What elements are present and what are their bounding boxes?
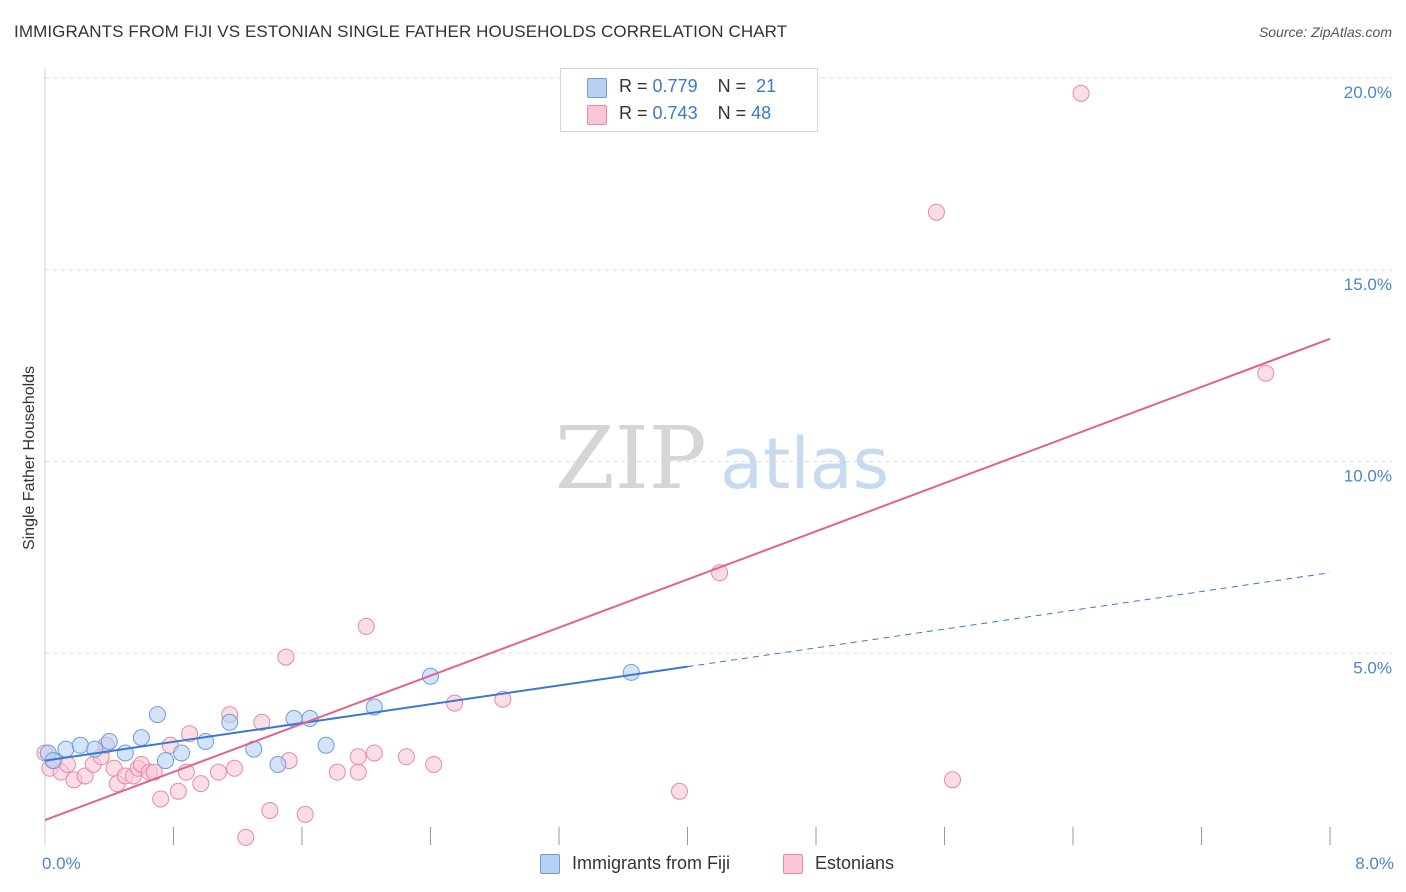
correlation-legend: R = 0.779 N = 21 R = 0.743 N = 48 xyxy=(560,68,818,132)
axes xyxy=(44,68,1331,845)
estonians-point xyxy=(349,763,367,781)
fiji-trend-extension xyxy=(687,572,1331,668)
estonians-point xyxy=(192,775,210,793)
legend-est-r-value: 0.743 xyxy=(652,103,698,123)
estonians-point xyxy=(152,790,170,808)
legend-fiji-r-value: 0.779 xyxy=(652,76,698,96)
estonians-point xyxy=(944,771,962,789)
estonians-point xyxy=(425,755,443,773)
trend-lines xyxy=(44,337,1331,822)
estonians-point xyxy=(328,763,346,781)
fiji-point xyxy=(148,706,166,724)
estonians-point xyxy=(169,782,187,800)
estonians-trend-line xyxy=(44,337,1331,822)
estonians-point xyxy=(253,713,271,731)
legend-fiji-n-value: 21 xyxy=(756,76,777,96)
estonians-legend-label: Estonians xyxy=(815,853,895,873)
fiji-point xyxy=(156,752,174,770)
fiji-legend-swatch xyxy=(540,854,560,874)
estonians-point xyxy=(670,782,688,800)
fiji-legend-label: Immigrants from Fiji xyxy=(572,853,731,873)
fiji-swatch xyxy=(587,78,607,98)
watermark-zip: ZIP xyxy=(555,409,707,509)
estonians-legend-swatch xyxy=(783,854,803,874)
estonians-point xyxy=(397,748,415,766)
data-points xyxy=(36,84,1275,846)
chart-title: IMMIGRANTS FROM FIJI VS ESTONIAN SINGLE … xyxy=(14,22,788,41)
legend-est-r-label: R = xyxy=(619,103,648,123)
x-tick-label: 8.0% xyxy=(1355,854,1394,873)
fiji-point xyxy=(173,744,191,762)
fiji-point xyxy=(132,729,150,747)
source-credit: Source: ZipAtlas.com xyxy=(1258,24,1392,40)
fiji-point xyxy=(100,732,118,750)
tick-labels: 5.0% 10.0% 15.0% 20.0% 0.0% 8.0% xyxy=(42,83,1394,873)
y-axis-label: Single Father Households xyxy=(21,366,38,550)
estonians-point xyxy=(357,617,375,635)
estonians-point xyxy=(226,759,244,777)
fiji-point xyxy=(622,663,640,681)
y-tick-label: 15.0% xyxy=(1344,275,1392,294)
fiji-point xyxy=(221,713,239,731)
y-tick-label: 5.0% xyxy=(1353,658,1392,677)
estonians-point xyxy=(261,801,279,819)
legend-est-n-label: N = xyxy=(717,103,747,123)
legend-fiji-r-label: R = xyxy=(619,76,648,96)
y-tick-label: 20.0% xyxy=(1344,83,1392,102)
y-tick-label: 10.0% xyxy=(1344,467,1392,486)
x-tick-label: 0.0% xyxy=(42,854,81,873)
estonians-point xyxy=(181,725,199,743)
estonians-point xyxy=(76,767,94,785)
estonians-point xyxy=(927,203,945,221)
estonians-swatch xyxy=(587,105,607,125)
estonians-point xyxy=(446,694,464,712)
fiji-trend-line xyxy=(44,665,688,762)
fiji-point xyxy=(317,736,335,754)
fiji-point xyxy=(269,755,287,773)
estonians-point xyxy=(1257,364,1275,382)
fiji-point xyxy=(57,740,75,758)
fiji-point xyxy=(71,736,89,754)
watermark-atlas: atlas xyxy=(720,423,889,505)
estonians-point xyxy=(209,763,227,781)
legend-est-n-value: 48 xyxy=(751,103,772,123)
estonians-point xyxy=(349,748,367,766)
grid-lines xyxy=(45,77,1392,654)
estonians-point xyxy=(277,648,295,666)
estonians-point xyxy=(296,805,314,823)
estonians-point xyxy=(1072,84,1090,102)
estonians-point xyxy=(365,744,383,762)
estonians-point xyxy=(237,828,255,846)
legend-fiji-n-label: N = xyxy=(717,76,747,96)
